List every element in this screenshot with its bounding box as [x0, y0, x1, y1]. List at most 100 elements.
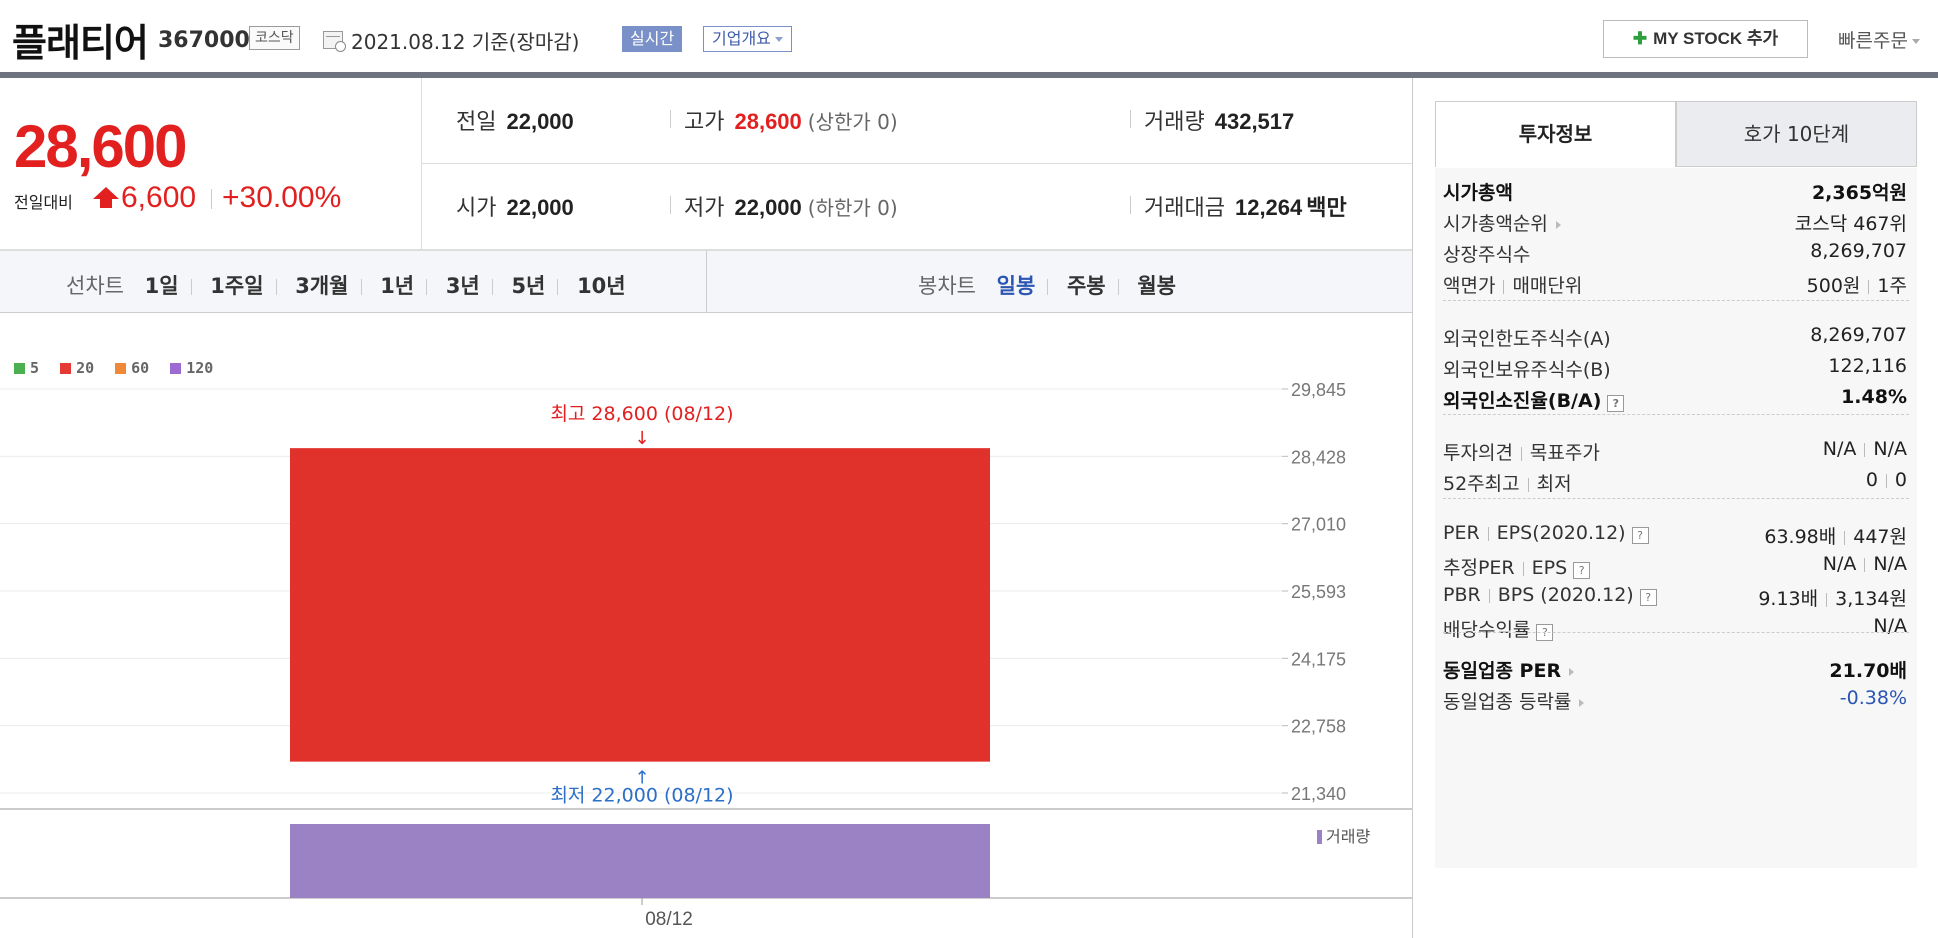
prev-close-label: 전일 [456, 110, 497, 135]
add-my-stock-button[interactable]: ✚ MY STOCK 추가 [1603, 20, 1808, 58]
help-icon[interactable]: ? [1573, 562, 1591, 579]
up-arrow-icon: ↑ [634, 768, 649, 789]
price-stats-panel: 전일 22,000 고가 28,600 (상한가 0) 거래량 432,517 시가 22… [422, 78, 1412, 250]
help-icon[interactable]: ? [1639, 589, 1657, 606]
separator [1868, 279, 1870, 294]
info-key[interactable]: 외국인소진율(B/A)? [1443, 386, 1625, 413]
tab-1y[interactable]: 1년 [380, 274, 415, 298]
info-key-label: 동일업종 등락률 [1443, 691, 1572, 713]
tab-3y[interactable]: 3년 [445, 274, 480, 298]
info-key-label: 최저 [1536, 473, 1572, 495]
quick-order-button[interactable]: 빠른주문 [1838, 26, 1920, 53]
info-key[interactable]: PER EPS(2020.12)? [1443, 522, 1649, 544]
info-value-text: 코스닥 467위 [1794, 213, 1907, 235]
investment-info-panel: 투자정보 호가 10단계 시가총액 2,365억원 시가총액순위 코스닥 467위 상장… [1412, 78, 1938, 938]
separator [1487, 526, 1489, 541]
trade-amount-label: 거래대금 [1144, 196, 1225, 221]
company-overview-button[interactable]: 기업개요 [703, 26, 792, 52]
volume-label: 거래량 [1144, 110, 1205, 135]
info-key-label: 배당수익률 [1443, 619, 1531, 641]
volume-stat: 거래량 432,517 [1144, 104, 1294, 136]
info-key-label: 동일업종 PER [1443, 660, 1562, 682]
info-value-text: N/A [1822, 438, 1857, 460]
market-badge: 코스닥 [249, 26, 300, 50]
info-row: 추정PER EPS? N/A N/A [1435, 551, 1917, 581]
info-row: 시가총액순위 코스닥 467위 [1435, 207, 1917, 237]
tab-1w[interactable]: 1주일 [210, 274, 264, 298]
info-key[interactable]: 동일업종 PER [1443, 656, 1575, 683]
low-stat: 저가 22,000 (하한가 0) [684, 190, 898, 222]
realtime-button[interactable]: 실시간 [622, 26, 683, 52]
group-divider [1443, 300, 1909, 301]
info-key-label: 목표주가 [1529, 442, 1600, 464]
down-arrow-icon: ↓ [634, 428, 649, 449]
info-key[interactable]: 시가총액순위 [1443, 209, 1561, 236]
legend-item: 20 [60, 359, 94, 377]
y-tick-label: 24,175 [1291, 649, 1346, 669]
info-key-label: 시가총액 [1443, 182, 1513, 204]
info-value-text: 500원 [1806, 275, 1861, 297]
trade-amount-value: 12,264 [1234, 195, 1303, 220]
tab-10y[interactable]: 10년 [577, 274, 626, 298]
tab-investment-info[interactable]: 투자정보 [1435, 101, 1676, 167]
tab-monthly[interactable]: 월봉 [1137, 274, 1176, 298]
info-row: PBR BPS (2020.12)? 9.13배 3,134원 [1435, 582, 1917, 612]
info-row: 52주최고 최저 0 0 [1435, 467, 1917, 497]
info-row: PER EPS(2020.12)? 63.98배 447원 [1435, 520, 1917, 550]
info-key: 시가총액 [1443, 178, 1513, 205]
group-divider [1443, 632, 1909, 633]
tab-daily[interactable]: 일봉 [996, 274, 1036, 298]
y-tick-label: 22,758 [1291, 717, 1346, 737]
legend-item: 120 [170, 359, 213, 377]
info-value: 21.70배 [1829, 656, 1907, 683]
tab-weekly[interactable]: 주봉 [1066, 274, 1106, 298]
chevron-down-icon [1911, 39, 1920, 44]
info-key-label: 추정PER [1443, 557, 1515, 579]
info-value-text: 2,365억원 [1811, 182, 1907, 204]
chart-period-tabs: 선차트 1일 1주일 3개월 1년 3년 5년 10년 봉차트 일봉 주봉 월봉 [0, 250, 1412, 313]
info-key[interactable]: 동일업종 등락률 [1443, 687, 1585, 714]
help-icon[interactable]: ? [1607, 395, 1625, 412]
info-row: 동일업종 등락률 -0.38% [1435, 685, 1917, 715]
info-row: 외국인보유주식수(B) 122,116 [1435, 353, 1917, 383]
chevron-right-icon [1579, 698, 1585, 707]
separator [1826, 592, 1828, 607]
separator [491, 279, 493, 295]
legend-label: 5 [30, 359, 40, 377]
info-value: 500원 1주 [1807, 271, 1907, 298]
separator [1503, 279, 1505, 294]
tab-5y[interactable]: 5년 [511, 274, 546, 298]
y-tick-label: 28,428 [1291, 447, 1346, 467]
help-icon[interactable]: ? [1631, 527, 1649, 544]
legend-label: 120 [186, 359, 214, 377]
prev-close-stat: 전일 22,000 [456, 104, 574, 136]
volume-bar [290, 824, 990, 898]
info-key-label: BPS (2020.12) [1497, 584, 1634, 606]
separator [670, 110, 671, 128]
current-price: 28,600 [14, 113, 188, 180]
open-stat: 시가 22,000 [456, 190, 574, 222]
info-value: N/A N/A [1823, 553, 1907, 575]
tab-order-book-10[interactable]: 호가 10단계 [1676, 101, 1917, 167]
info-key[interactable]: 추정PER EPS? [1443, 553, 1591, 580]
tab-1d[interactable]: 1일 [144, 274, 179, 298]
separator [1864, 557, 1866, 572]
tab-3m[interactable]: 3개월 [295, 274, 349, 298]
high-label: 고가 [684, 110, 725, 135]
separator [1117, 279, 1119, 295]
separator [1520, 446, 1522, 461]
info-key: 52주최고 최저 [1443, 469, 1572, 496]
high-stat: 고가 28,600 (상한가 0) [684, 104, 898, 136]
candle-chart-label: 봉차트 [918, 274, 976, 298]
info-key-label: 외국인보유주식수(B) [1443, 359, 1611, 381]
y-tick-label: 21,340 [1291, 784, 1346, 804]
base-date: 2021.08.12 기준(장마감) [351, 30, 580, 54]
info-row: 시가총액 2,365억원 [1435, 176, 1917, 206]
separator [1130, 110, 1131, 128]
separator [1488, 588, 1490, 603]
info-key[interactable]: PBR BPS (2020.12)? [1443, 584, 1657, 606]
info-value: 8,269,707 [1810, 240, 1907, 262]
info-key[interactable]: 배당수익률? [1443, 615, 1554, 642]
info-value: N/A N/A [1823, 438, 1907, 460]
upper-limit-note: (상한가 0) [807, 110, 898, 134]
